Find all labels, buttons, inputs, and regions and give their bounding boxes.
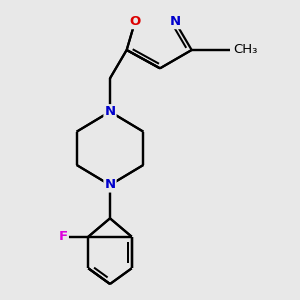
Text: CH₃: CH₃ [233,44,257,56]
Text: F: F [59,230,68,243]
Text: N: N [104,178,116,191]
Text: N: N [169,15,181,28]
Text: O: O [129,15,141,28]
Text: N: N [104,105,116,118]
